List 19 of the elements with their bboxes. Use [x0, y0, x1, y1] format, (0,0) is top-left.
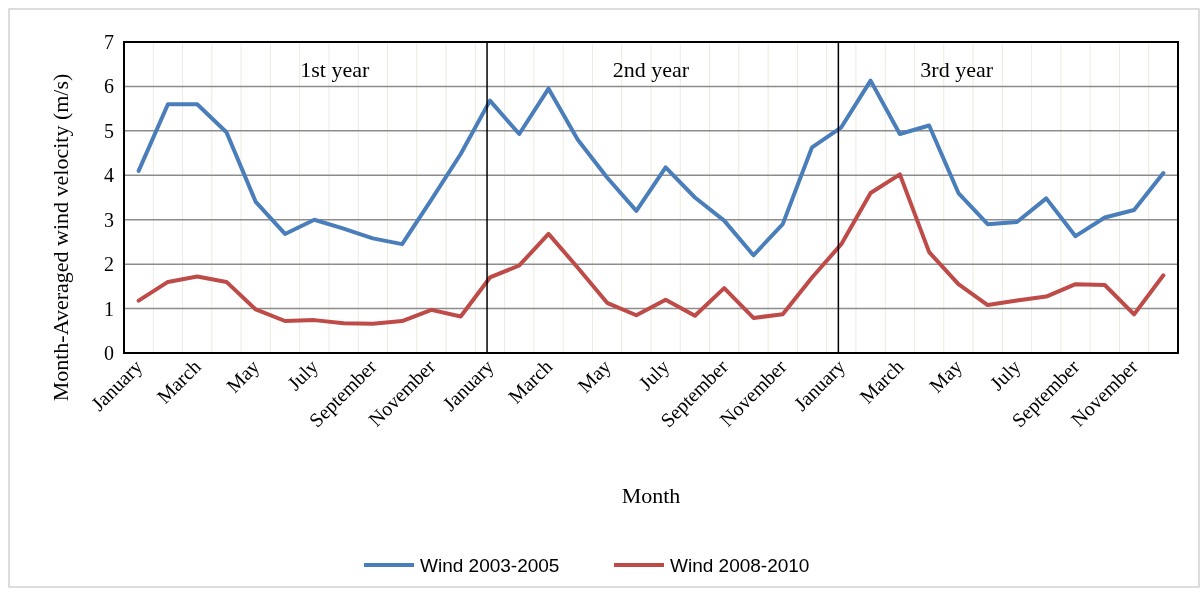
annotation: 2nd year: [612, 57, 690, 82]
legend-label: Wind 2008-2010: [670, 554, 810, 576]
legend-label: Wind 2003-2005: [420, 554, 560, 576]
y-tick-label: 4: [104, 164, 114, 187]
x-tick-label: May: [573, 355, 616, 398]
y-tick-label: 3: [104, 208, 114, 231]
y-tick-label: 2: [104, 253, 114, 276]
y-tick-label: 5: [104, 119, 114, 142]
y-tick-label: 1: [104, 297, 114, 320]
annotation: 3rd year: [920, 57, 994, 82]
annotation: 1st year: [300, 57, 370, 82]
x-tick-label: May: [222, 355, 265, 398]
x-tick-label: May: [924, 355, 967, 398]
x-axis-title: Month: [621, 483, 681, 508]
y-tick-label: 7: [104, 31, 114, 53]
y-tick-label: 6: [104, 75, 114, 98]
y-axis-title: Month-Averaged wind velocity (m/s): [48, 73, 73, 402]
y-tick-label: 0: [104, 342, 114, 364]
line-series: [136, 172, 1166, 326]
